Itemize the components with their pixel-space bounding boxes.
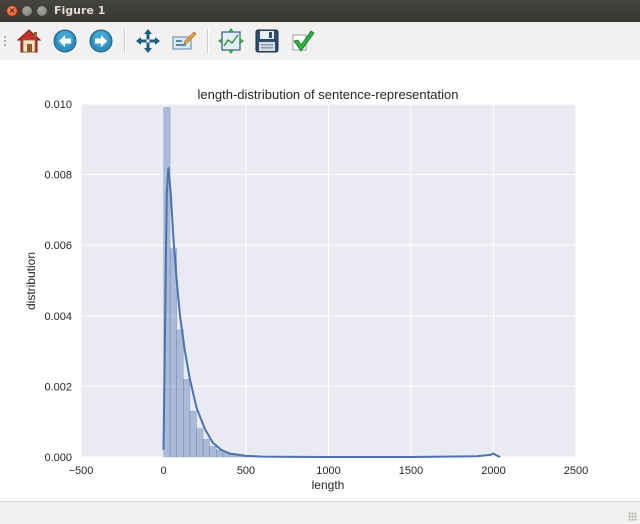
- resize-grip[interactable]: [628, 512, 637, 521]
- navigation-toolbar: [0, 22, 640, 60]
- y-axis-label: distribution: [24, 252, 38, 310]
- y-tick-label: 0.002: [44, 381, 72, 393]
- figure-canvas[interactable]: −500 0 500 1000 1500 2000 2500 0.000 0.002 0.004…: [0, 60, 640, 501]
- back-arrow-icon: [53, 29, 77, 53]
- x-tick-label: 1500: [399, 465, 423, 477]
- configure-subplots-button[interactable]: [216, 26, 246, 56]
- move-arrows-icon: [135, 28, 161, 54]
- window-title: Figure 1: [54, 4, 105, 17]
- x-tick-label: 1000: [316, 465, 340, 477]
- x-tick-label: 500: [237, 465, 255, 477]
- histogram-bar: [203, 439, 210, 457]
- y-tick-label: 0.000: [44, 452, 72, 464]
- window-minimize-button[interactable]: [21, 5, 33, 17]
- x-tick-label: 2000: [481, 465, 505, 477]
- toolbar-separator: [124, 29, 126, 53]
- x-tick-label: 2500: [564, 465, 588, 477]
- window-maximize-button[interactable]: [36, 5, 48, 17]
- chart-title: length-distribution of sentence-represen…: [198, 87, 459, 102]
- x-tick-label: −500: [69, 465, 94, 477]
- histogram-bar: [183, 379, 190, 457]
- y-tick-label: 0.004: [44, 311, 72, 323]
- forward-arrow-icon: [89, 29, 113, 53]
- home-icon: [16, 28, 42, 54]
- histogram-bar: [177, 330, 184, 457]
- subplots-icon: [218, 28, 244, 54]
- forward-button[interactable]: [86, 26, 116, 56]
- pan-button[interactable]: [133, 26, 163, 56]
- edit-axes-button[interactable]: [288, 26, 318, 56]
- y-tick-label: 0.006: [44, 240, 72, 252]
- toolbar-separator: [207, 29, 209, 53]
- window-close-button[interactable]: ×: [6, 5, 18, 17]
- zoom-button[interactable]: [169, 26, 199, 56]
- y-tick-label: 0.008: [44, 170, 72, 182]
- zoom-rect-icon: [171, 28, 197, 54]
- x-axis-label: length: [312, 478, 345, 492]
- histogram-bar: [197, 429, 204, 457]
- floppy-disk-icon: [254, 28, 280, 54]
- save-button[interactable]: [252, 26, 282, 56]
- histogram-chart: −500 0 500 1000 1500 2000 2500 0.000 0.002 0.004…: [0, 60, 640, 501]
- histogram-bar: [190, 411, 197, 457]
- status-bar: [0, 501, 640, 524]
- y-tick-label: 0.010: [44, 99, 72, 111]
- window-titlebar: × Figure 1: [0, 0, 640, 22]
- histogram-bar: [210, 446, 217, 457]
- home-button[interactable]: [14, 26, 44, 56]
- x-tick-labels: −500 0 500 1000 1500 2000 2500: [69, 465, 589, 477]
- checkmark-icon: [290, 28, 316, 54]
- back-button[interactable]: [50, 26, 80, 56]
- x-tick-label: 0: [160, 465, 166, 477]
- toolbar-grip[interactable]: [3, 35, 7, 47]
- close-icon: ×: [7, 6, 17, 16]
- y-tick-labels: 0.000 0.002 0.004 0.006 0.008 0.010: [44, 99, 72, 464]
